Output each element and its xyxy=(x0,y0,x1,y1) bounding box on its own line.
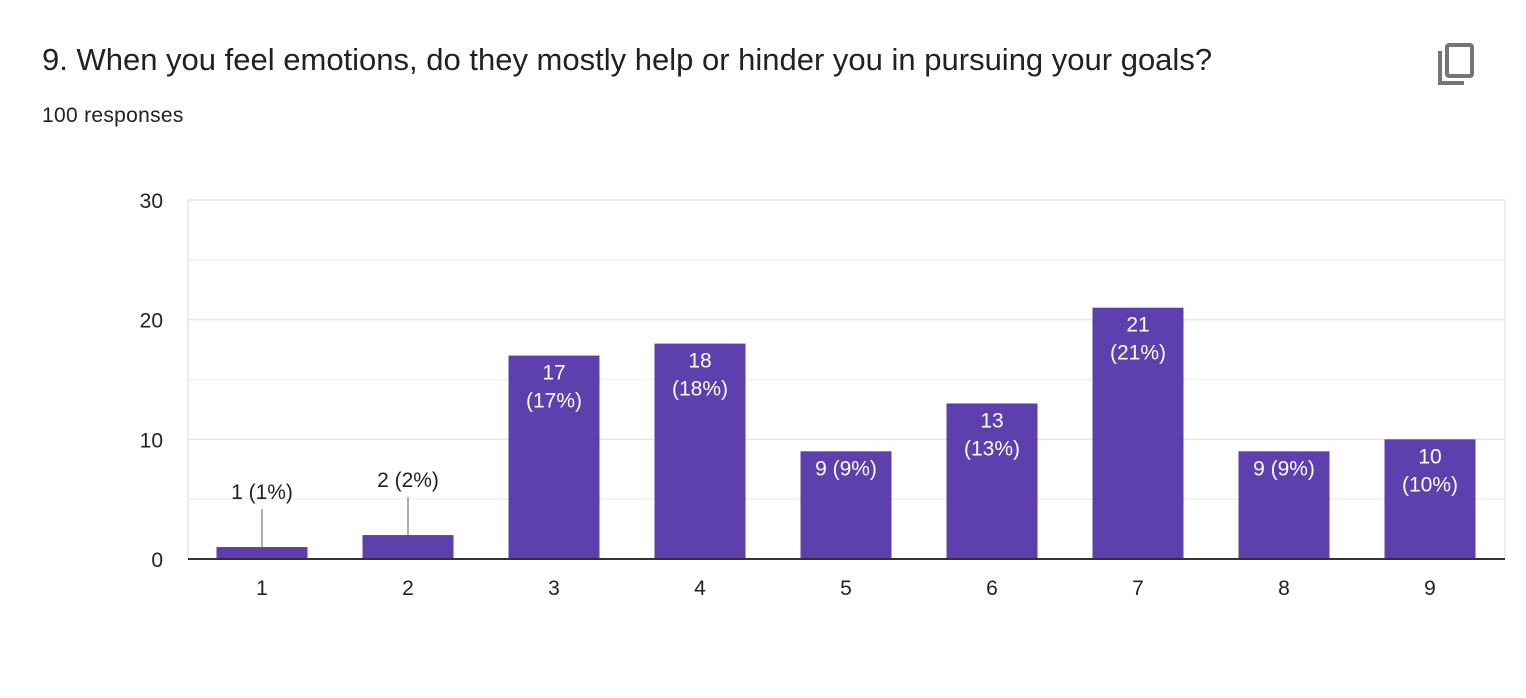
y-tick-label: 30 xyxy=(140,190,163,213)
question-title: 9. When you feel emotions, do they mostl… xyxy=(42,42,1213,77)
bar xyxy=(216,547,308,559)
y-tick-label: 20 xyxy=(140,310,163,333)
x-tick-label: 9 xyxy=(1424,577,1436,600)
data-label: 13 xyxy=(980,409,1003,432)
x-tick-label: 8 xyxy=(1278,577,1290,600)
data-label: 10 xyxy=(1418,445,1441,468)
data-label: 18 xyxy=(688,350,711,373)
copy-icon xyxy=(1438,43,1474,85)
copy-chart-button[interactable] xyxy=(1426,36,1486,96)
bar xyxy=(1384,439,1476,559)
bar xyxy=(1238,451,1330,559)
bar xyxy=(946,403,1038,559)
data-label: (21%) xyxy=(1110,342,1166,365)
data-label: (10%) xyxy=(1402,473,1458,496)
bar xyxy=(362,535,454,559)
response-count: 100 responses xyxy=(42,104,184,127)
bar xyxy=(508,355,600,559)
x-tick-label: 7 xyxy=(1132,577,1144,600)
x-tick-label: 2 xyxy=(402,577,414,600)
data-label: 21 xyxy=(1126,314,1149,337)
x-tick-label: 1 xyxy=(256,577,268,600)
bar xyxy=(800,451,892,559)
data-label: (13%) xyxy=(964,437,1020,460)
x-tick-label: 6 xyxy=(986,577,998,600)
data-label: 9 (9%) xyxy=(815,457,877,480)
data-label: (18%) xyxy=(672,378,728,401)
y-tick-label: 10 xyxy=(140,429,163,452)
bar-chart: 0 10 20 30 1 1 (1%) 2 2 (2%) 3 17 (17%) 4 18 (18%) 5 9 … xyxy=(140,190,1506,600)
data-label: 1 (1%) xyxy=(231,481,293,504)
x-tick-label: 5 xyxy=(840,577,852,600)
data-label: (17%) xyxy=(526,390,582,413)
bar xyxy=(1092,307,1184,559)
x-tick-label: 4 xyxy=(694,577,706,600)
y-tick-label: 0 xyxy=(151,549,163,572)
data-label: 17 xyxy=(542,362,565,385)
data-label: 2 (2%) xyxy=(377,469,439,492)
x-tick-label: 3 xyxy=(548,577,560,600)
bar xyxy=(654,343,746,559)
data-label: 9 (9%) xyxy=(1253,457,1315,480)
